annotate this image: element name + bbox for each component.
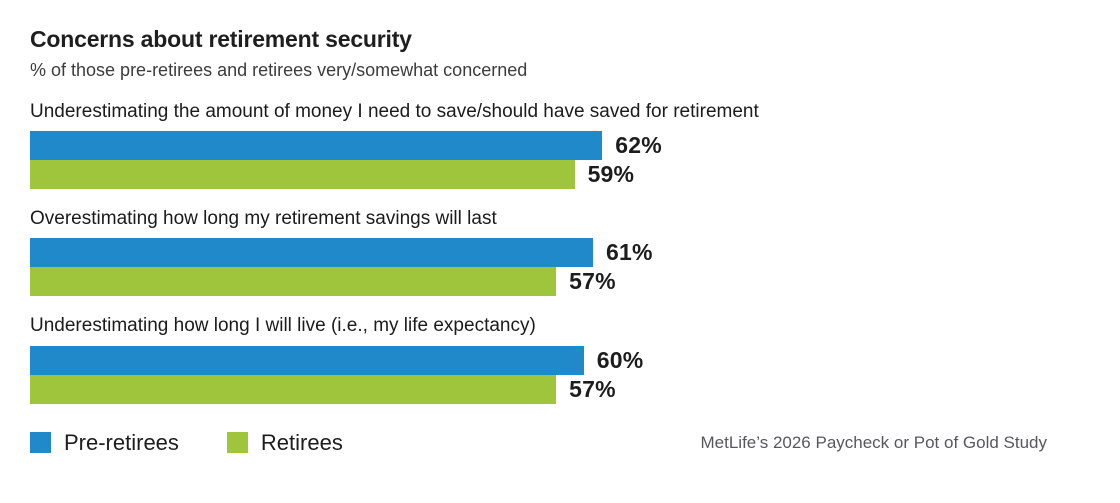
bar-group: Overestimating how long my retirement sa… [30, 207, 1090, 297]
legend-label: Retirees [260, 429, 343, 455]
bar-row: 57% [30, 267, 1090, 297]
bar-pre-retirees [30, 131, 603, 161]
bar-row: 61% [30, 238, 1090, 268]
value-label: 60% [596, 346, 644, 373]
chart-subtitle: % of those pre-retirees and retirees ver… [30, 60, 528, 81]
chart-groups: Underestimating the amount of money I ne… [30, 100, 1090, 404]
legend: Pre-retirees Retirees [30, 430, 343, 456]
value-label: 57% [569, 375, 616, 402]
legend-item-pre-retirees: Pre-retirees [30, 430, 179, 456]
chart-title: Concerns about retirement security [30, 26, 412, 52]
source-credit: MetLife’s 2026 Paycheck or Pot of Gold S… [700, 432, 1048, 452]
value-label: 59% [587, 161, 635, 188]
bottom-row: Pre-retirees Retirees MetLife’s 2026 Payc… [30, 430, 1090, 456]
bar-row: 60% [30, 345, 1090, 375]
legend-swatch-pre-retirees [30, 432, 51, 454]
value-label: 57% [569, 268, 616, 295]
category-label: Underestimating how long I will live (i.… [30, 315, 536, 337]
bar-row: 62% [30, 131, 1090, 161]
category-label: Underestimating the amount of money I ne… [30, 101, 759, 123]
bar-pre-retirees [30, 238, 594, 268]
bar-row: 59% [30, 160, 1090, 190]
value-label: 62% [615, 132, 662, 159]
bar-row: 57% [30, 374, 1090, 404]
value-label: 61% [606, 239, 653, 266]
bar-retirees [30, 267, 557, 297]
legend-swatch-retirees [226, 432, 248, 454]
legend-label: Pre-retirees [64, 429, 179, 455]
bar-group: Underestimating how long I will live (i.… [30, 314, 1090, 404]
category-label: Overestimating how long my retirement sa… [30, 208, 497, 230]
bar-retirees [30, 160, 575, 190]
legend-item-retirees: Retirees [226, 429, 343, 456]
bar-retirees [30, 374, 557, 404]
bar-pre-retirees [30, 345, 584, 375]
bar-group: Underestimating the amount of money I ne… [30, 100, 1090, 190]
